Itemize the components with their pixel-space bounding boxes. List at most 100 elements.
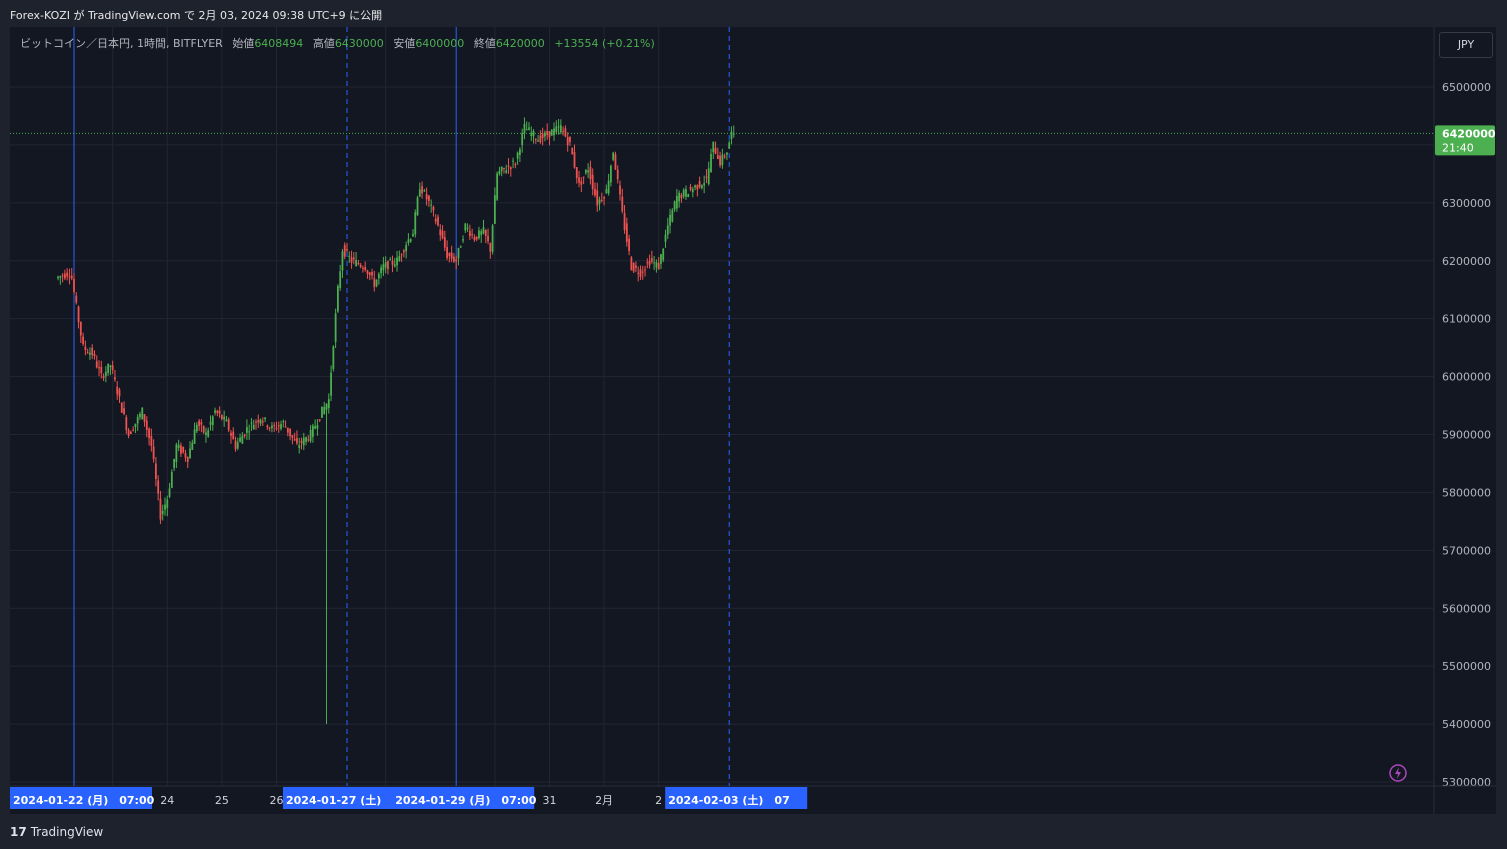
currency-button[interactable]: JPY xyxy=(1439,32,1493,58)
candle-body xyxy=(200,422,203,425)
marker-date-label: 2024-02-03 (土) 07 xyxy=(668,793,790,807)
candle-body xyxy=(355,260,357,266)
candle-body xyxy=(657,262,660,270)
price-chart[interactable]: 5300000 5400000 5500000 5600000 5700000 58000… xyxy=(10,27,1496,814)
candle-body xyxy=(84,346,87,350)
candle-body xyxy=(325,403,328,410)
candle-body xyxy=(346,249,348,251)
candle-body xyxy=(480,231,483,235)
low-value: 6400000 xyxy=(415,37,465,50)
candle-body xyxy=(519,149,521,156)
candle-body xyxy=(655,262,658,268)
candle-body xyxy=(168,488,171,497)
candle-body xyxy=(569,136,571,143)
candle-body xyxy=(86,352,89,354)
candle-body xyxy=(337,286,339,312)
candle-body xyxy=(120,402,123,413)
candle-body xyxy=(402,250,405,253)
candle-body xyxy=(400,254,403,256)
candle-body xyxy=(669,214,671,226)
candle-body xyxy=(603,197,605,199)
marker-date-badge xyxy=(392,787,535,809)
candle-body xyxy=(714,147,717,154)
candle-body xyxy=(145,420,148,430)
ohlc-legend: ビットコイン／日本円, 1時間, BITFLYER 始値6408494 高値64… xyxy=(20,35,655,51)
tradingview-logo[interactable]: 17 TradingView xyxy=(10,825,103,839)
candle-body xyxy=(375,279,378,287)
candle-body xyxy=(555,126,558,133)
candle-body xyxy=(359,264,362,267)
candle-body xyxy=(207,430,210,437)
candle-body xyxy=(334,313,337,342)
candle-body xyxy=(625,223,628,243)
low-label: 安値 xyxy=(393,37,416,50)
candle-body xyxy=(503,167,505,169)
x-tick-label: 26 xyxy=(269,794,283,807)
marker-date-label: 2024-01-22 (月) 07:00 xyxy=(13,794,155,807)
candle-body xyxy=(484,229,487,236)
candle-body xyxy=(393,264,396,267)
candle-body xyxy=(644,269,646,271)
candle-body xyxy=(650,257,653,262)
candle-body xyxy=(318,419,321,421)
candle-body xyxy=(466,227,469,229)
candle-body xyxy=(621,196,624,212)
candle-body xyxy=(448,253,451,257)
candle-body xyxy=(457,248,460,259)
candle-body xyxy=(689,186,692,190)
candle-body xyxy=(68,276,71,278)
candle-body xyxy=(496,173,499,200)
candle-body xyxy=(719,155,721,166)
candle-body xyxy=(723,156,726,158)
candle-body xyxy=(246,427,248,433)
candle-body xyxy=(79,321,82,336)
footer: 17 TradingView xyxy=(0,815,1507,849)
candle-body xyxy=(107,363,110,373)
candle-body xyxy=(487,235,489,242)
marker-date-badge xyxy=(10,787,152,809)
candle-body xyxy=(589,166,592,180)
candle-body xyxy=(275,427,278,429)
candle-body xyxy=(596,190,599,206)
candle-body xyxy=(562,130,565,132)
candle-body xyxy=(559,125,562,133)
candle-body xyxy=(500,166,503,172)
candle-body xyxy=(73,278,75,293)
candle-body xyxy=(184,453,187,458)
candle-body xyxy=(721,154,724,166)
candle-body xyxy=(298,445,301,448)
candle-body xyxy=(507,165,510,167)
candle-body xyxy=(614,154,617,170)
candle-body xyxy=(195,424,198,432)
candle-body xyxy=(478,230,480,239)
candle-body xyxy=(544,132,546,137)
candle-body xyxy=(139,413,141,418)
candle-body xyxy=(223,416,226,420)
open-label: 始値 xyxy=(232,37,255,50)
candle-body xyxy=(512,160,514,162)
x-tick-label: 2月 xyxy=(595,794,613,807)
chart-frame: 5300000 5400000 5500000 5600000 5700000 58000… xyxy=(10,27,1496,814)
y-tick-label: 5600000 xyxy=(1442,602,1491,615)
candle-body xyxy=(532,130,535,137)
candle-body xyxy=(696,184,699,190)
candle-body xyxy=(327,399,330,408)
candle-body xyxy=(373,278,376,288)
candle-body xyxy=(680,195,683,199)
candle-body xyxy=(537,140,539,142)
candle-body xyxy=(584,170,587,173)
candle-body xyxy=(450,252,453,259)
candle-body xyxy=(95,361,98,368)
candle-body xyxy=(198,420,201,426)
candle-body xyxy=(175,444,178,463)
candle-body xyxy=(141,407,144,420)
symbol-label[interactable]: ビットコイン／日本円, 1時間, BITFLYER xyxy=(20,37,223,50)
close-label: 終値 xyxy=(473,37,496,50)
candle-body xyxy=(305,437,307,442)
candle-body xyxy=(155,463,157,479)
candle-body xyxy=(225,419,228,422)
candle-body xyxy=(678,192,681,202)
candle-body xyxy=(362,267,364,269)
candle-body xyxy=(428,195,430,202)
candle-body xyxy=(380,267,383,274)
